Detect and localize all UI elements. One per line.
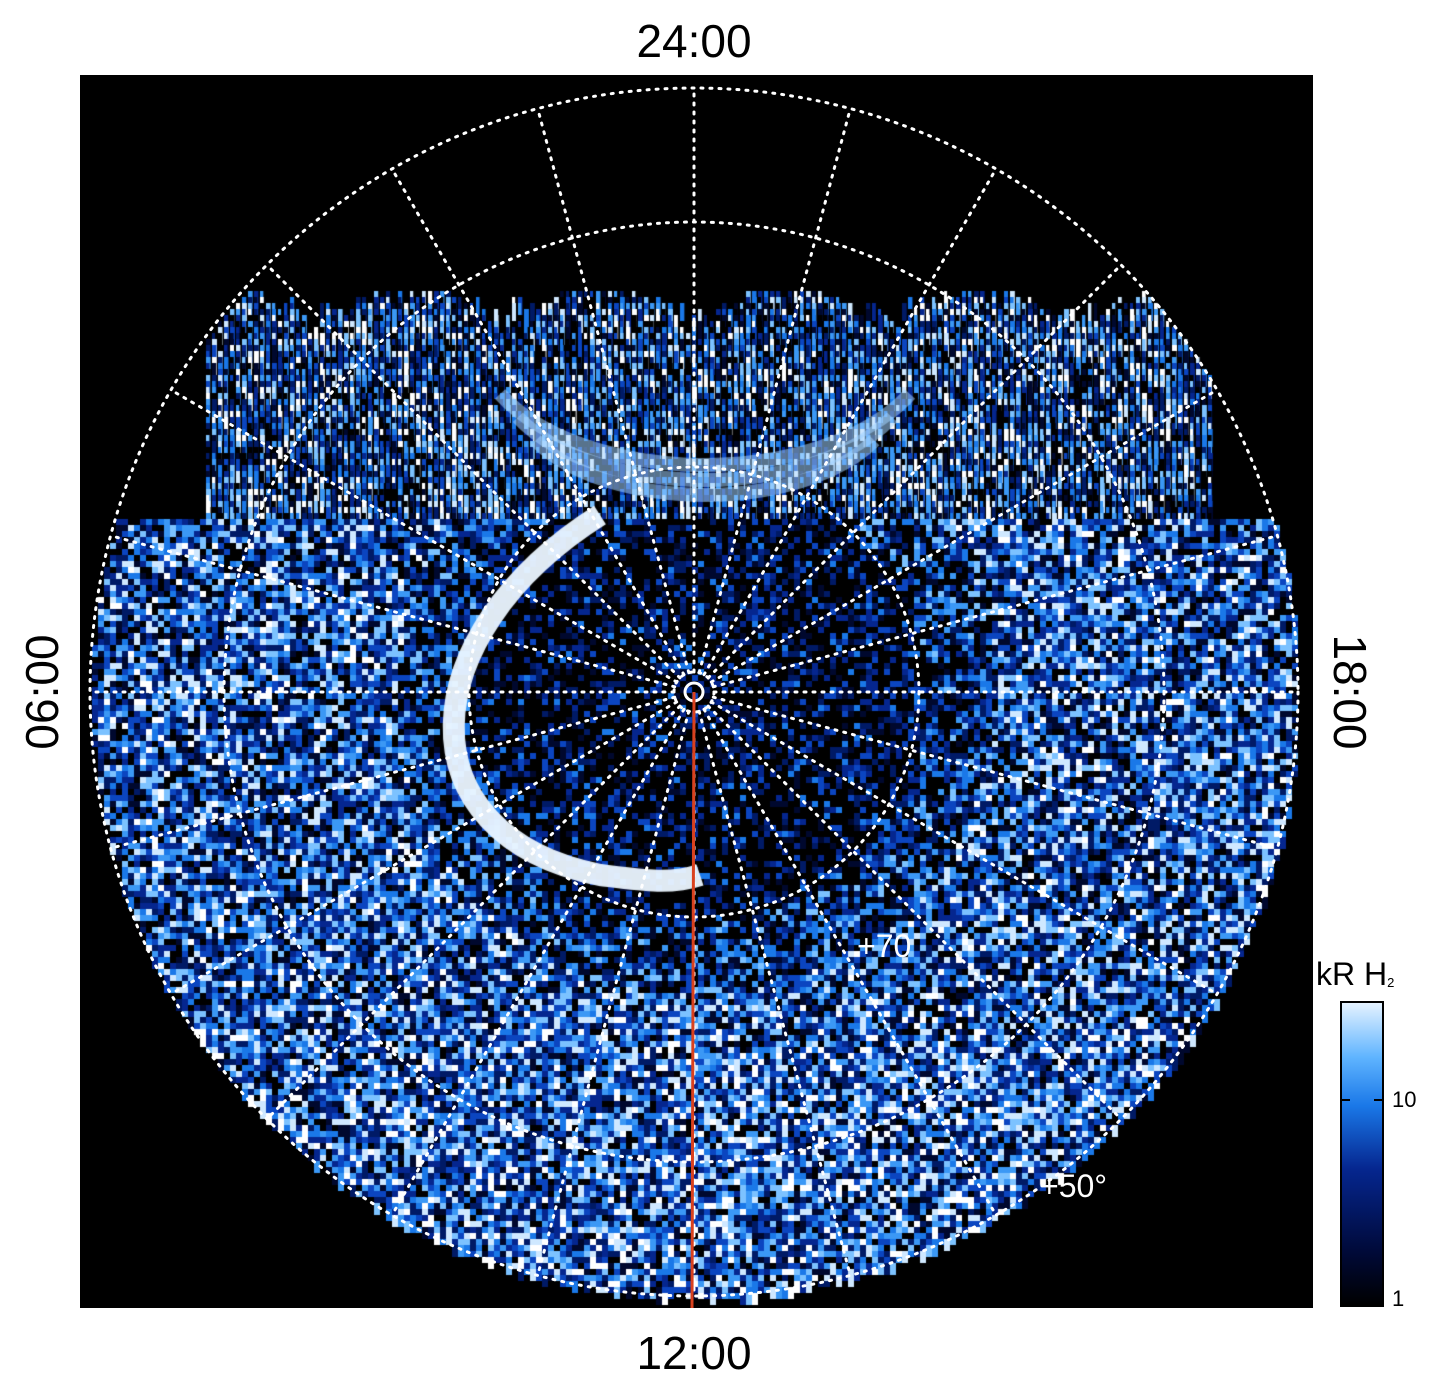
colorbar-title-subscript: 2 xyxy=(1387,975,1395,990)
colorbar-tick-10: 10 xyxy=(1392,1087,1417,1112)
colorbar-title: kR H2 xyxy=(1316,958,1394,990)
meridian-line xyxy=(697,709,852,1277)
polar-projection-map xyxy=(80,75,1313,1308)
meridian-line xyxy=(711,534,1279,689)
local-time-label-noon: 12:00 xyxy=(636,1327,752,1379)
local-time-label-dawn: 06:00 xyxy=(16,634,68,750)
meridian-line xyxy=(265,704,682,1121)
colorbar-tick-mark-10 xyxy=(1340,1099,1350,1101)
latitude-label-70: +70 xyxy=(857,928,912,964)
meridian-line xyxy=(169,388,679,684)
meridian-line xyxy=(706,263,1123,680)
colorbar-tick-1: 1 xyxy=(1392,1286,1405,1311)
meridian-line xyxy=(709,700,1219,996)
meridian-line xyxy=(706,704,1123,1121)
meridian-line xyxy=(711,695,1279,850)
meridian-line xyxy=(109,534,677,689)
latitude-label-50: +50° xyxy=(1040,1168,1108,1204)
colorbar-tick-mark-10-right xyxy=(1374,1099,1384,1101)
meridian-line xyxy=(536,709,691,1277)
colorbar-title-main: kR H xyxy=(1316,956,1388,992)
meridian-line xyxy=(390,167,686,677)
local-time-label-midnight: 24:00 xyxy=(636,15,752,67)
meridian-line xyxy=(169,700,679,996)
noon-meridian-line xyxy=(690,691,696,1308)
meridian-line xyxy=(390,707,686,1217)
local-time-label-dusk: 18:00 xyxy=(1324,634,1376,750)
meridian-line xyxy=(702,167,998,677)
latitude-circle-50 xyxy=(88,86,1300,1298)
meridian-line xyxy=(702,707,998,1217)
meridian-line xyxy=(265,263,682,680)
meridian-line xyxy=(109,695,677,850)
meridian-line xyxy=(709,388,1219,684)
colorbar xyxy=(1340,1001,1384,1307)
meridian-line xyxy=(536,107,691,675)
meridian-line xyxy=(697,107,852,675)
coordinate-grid xyxy=(88,86,1300,1308)
